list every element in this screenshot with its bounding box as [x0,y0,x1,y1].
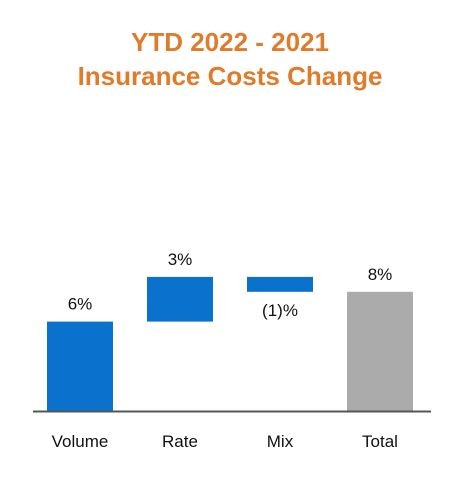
chart-title-line-2: Insurance Costs Change [77,61,383,91]
data-label-volume: 6% [68,295,93,314]
data-label-mix: (1)% [262,301,298,320]
data-label-total: 8% [368,265,393,284]
chart-title-line-1: YTD 2022 - 2021 [130,27,329,57]
category-label-volume: Volume [52,432,109,451]
bar-volume [47,321,113,411]
category-label-total: Total [362,432,398,451]
bar-mix [247,276,313,292]
bar-rate [147,276,213,322]
bar-total [347,291,413,411]
category-label-rate: Rate [162,432,198,451]
data-label-rate: 3% [168,250,193,269]
category-label-mix: Mix [267,432,294,451]
